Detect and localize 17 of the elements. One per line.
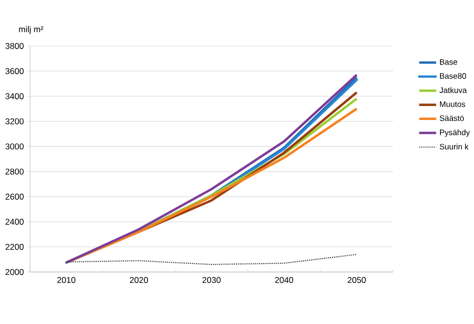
y-tick-label: 2800 [6, 168, 24, 175]
y-tick-label: 2400 [6, 218, 24, 225]
y-tick-label: 3400 [5, 93, 24, 100]
y-tick-label: 3600 [5, 68, 24, 74]
y-tick-label: 3000 [5, 143, 24, 150]
x-tick-label: 2040 [275, 277, 294, 284]
y-tick-label: 3200 [5, 118, 24, 124]
x-tick-label: 2030 [202, 277, 221, 284]
x-tick-label: 2020 [130, 277, 148, 284]
y-tick-label: 2000 [6, 269, 24, 275]
line-series [66, 254, 358, 266]
y-axis-title: milj m² [19, 26, 44, 34]
y-tick-label: 2200 [6, 244, 24, 250]
x-tick-label: 2010 [57, 277, 76, 284]
y-tick-label: 2600 [6, 194, 24, 200]
x-tick-label: 2050 [348, 277, 366, 284]
y-tick-label: 3800 [5, 43, 24, 49]
